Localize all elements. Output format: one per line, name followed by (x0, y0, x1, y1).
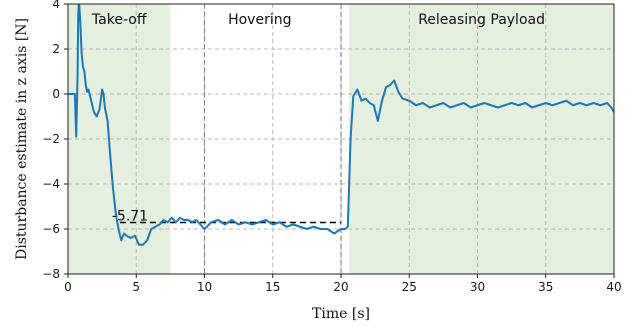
y-axis-title: Disturbance estimate in z axis [N] (14, 18, 30, 260)
y-tick-label-2: 2 (52, 42, 60, 56)
x-tick-label-5: 5 (132, 280, 140, 294)
x-axis-title: Time [s] (312, 306, 370, 322)
y-tick-label-0: 0 (52, 87, 60, 101)
y-tick-label--4: −4 (42, 177, 60, 191)
reference-value-label: -5.71 (112, 208, 148, 224)
x-tick-labels: 0 5 10 15 20 25 30 35 40 (64, 280, 621, 294)
y-tick-label--6: −6 (42, 222, 60, 236)
x-tick-label-10: 10 (197, 280, 212, 294)
phase-labels: Take-off Hovering Releasing Payload (91, 12, 545, 28)
y-tick-label--2: −2 (42, 132, 60, 146)
phase-label-1: Hovering (228, 12, 291, 28)
x-tick-label-20: 20 (333, 280, 348, 294)
x-tick-label-30: 30 (470, 280, 485, 294)
x-tick-label-15: 15 (265, 280, 280, 294)
y-tick-label--8: −8 (42, 267, 60, 281)
phase-label-0: Take-off (91, 12, 147, 28)
phase-label-2: Releasing Payload (418, 12, 545, 28)
x-tick-label-35: 35 (538, 280, 553, 294)
x-tick-label-0: 0 (64, 280, 72, 294)
y-tick-labels: −8 −6 −4 −2 0 2 4 (42, 0, 60, 281)
x-tick-label-25: 25 (402, 280, 417, 294)
x-tick-label-40: 40 (606, 280, 621, 294)
series-line-0 (68, 4, 614, 246)
y-tick-label-4: 4 (52, 0, 60, 11)
tick-marks (64, 3, 615, 278)
series-lines (68, 4, 614, 246)
